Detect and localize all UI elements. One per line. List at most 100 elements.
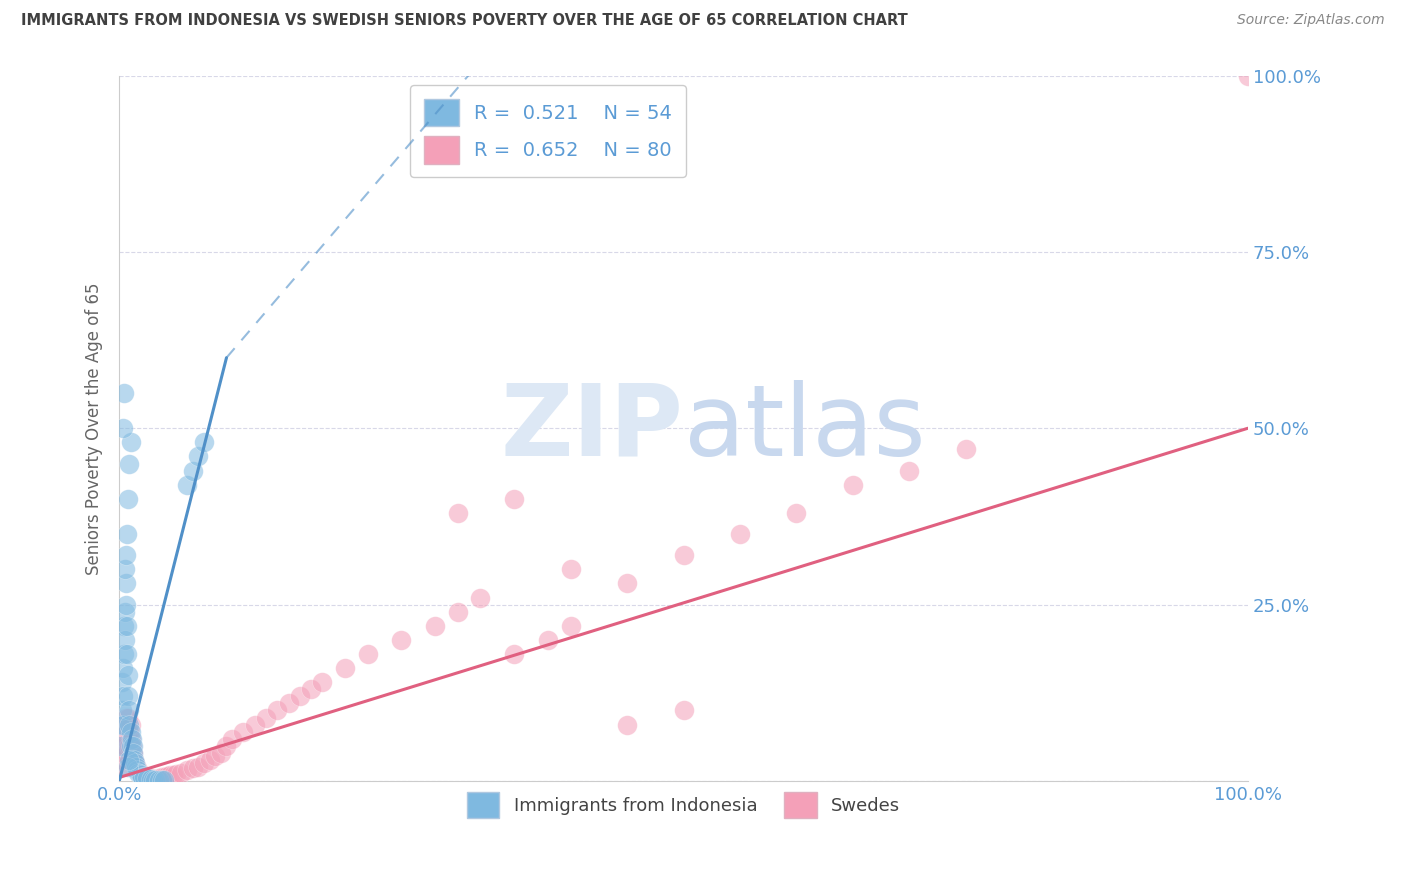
Point <box>120 739 142 753</box>
Point <box>193 435 215 450</box>
Point <box>198 753 221 767</box>
Point <box>209 746 232 760</box>
Point <box>145 772 167 787</box>
Point <box>470 591 492 605</box>
Text: IMMIGRANTS FROM INDONESIA VS SWEDISH SENIORS POVERTY OVER THE AGE OF 65 CORRELAT: IMMIGRANTS FROM INDONESIA VS SWEDISH SEN… <box>21 13 908 29</box>
Point <box>955 442 977 457</box>
Point <box>118 724 141 739</box>
Point <box>447 605 470 619</box>
Point <box>124 756 146 771</box>
Point <box>115 731 138 746</box>
Point <box>148 773 170 788</box>
Point <box>111 746 134 760</box>
Point <box>120 717 142 731</box>
Point <box>131 768 153 782</box>
Point <box>118 703 141 717</box>
Point <box>121 739 143 753</box>
Point <box>128 765 150 780</box>
Point <box>193 756 215 771</box>
Point <box>125 760 148 774</box>
Point <box>503 647 526 661</box>
Point <box>898 464 921 478</box>
Point <box>204 749 226 764</box>
Point <box>266 703 288 717</box>
Point <box>560 619 582 633</box>
Point <box>277 697 299 711</box>
Point <box>111 739 134 753</box>
Point <box>129 767 152 781</box>
Point <box>129 768 152 782</box>
Point <box>299 682 322 697</box>
Point <box>112 724 135 739</box>
Point <box>114 605 136 619</box>
Point <box>142 772 165 786</box>
Point <box>148 771 170 785</box>
Point <box>311 675 333 690</box>
Point <box>142 772 165 787</box>
Point <box>115 724 138 739</box>
Point <box>187 760 209 774</box>
Point <box>672 703 695 717</box>
Point <box>153 770 176 784</box>
Point <box>115 576 138 591</box>
Point <box>122 753 145 767</box>
Point <box>139 771 162 785</box>
Point <box>111 690 134 704</box>
Point <box>117 491 139 506</box>
Point <box>122 753 145 767</box>
Point <box>114 562 136 576</box>
Point <box>728 527 751 541</box>
Point <box>153 773 176 788</box>
Point <box>117 710 139 724</box>
Point <box>187 450 209 464</box>
Point <box>842 477 865 491</box>
Point <box>112 619 135 633</box>
Point <box>110 717 132 731</box>
Point <box>118 717 141 731</box>
Text: atlas: atlas <box>683 380 925 476</box>
Point <box>117 760 139 774</box>
Point <box>110 753 132 767</box>
Point <box>115 598 138 612</box>
Point <box>117 690 139 704</box>
Point <box>785 506 807 520</box>
Point <box>356 647 378 661</box>
Point <box>391 632 413 647</box>
Point <box>115 710 138 724</box>
Point <box>117 731 139 746</box>
Point <box>111 717 134 731</box>
Point <box>170 765 193 780</box>
Point <box>672 548 695 562</box>
Point <box>243 717 266 731</box>
Point <box>1237 69 1260 83</box>
Point <box>145 772 167 786</box>
Point <box>215 739 238 753</box>
Point <box>114 717 136 731</box>
Point <box>127 764 149 778</box>
Point <box>120 435 142 450</box>
Point <box>333 661 356 675</box>
Point <box>181 761 204 775</box>
Text: ZIP: ZIP <box>501 380 683 476</box>
Point <box>120 724 142 739</box>
Point <box>121 746 143 760</box>
Point <box>118 739 141 753</box>
Point <box>503 491 526 506</box>
Point <box>616 717 638 731</box>
Point <box>136 771 159 785</box>
Point <box>115 527 138 541</box>
Point <box>121 739 143 753</box>
Point <box>127 764 149 778</box>
Point <box>110 703 132 717</box>
Point <box>115 717 138 731</box>
Point <box>128 767 150 781</box>
Point <box>221 731 243 746</box>
Point <box>176 764 198 778</box>
Point <box>110 675 132 690</box>
Text: Source: ZipAtlas.com: Source: ZipAtlas.com <box>1237 13 1385 28</box>
Point <box>425 619 447 633</box>
Point <box>121 746 143 760</box>
Point <box>156 769 179 783</box>
Point <box>111 421 134 435</box>
Legend: Immigrants from Indonesia, Swedes: Immigrants from Indonesia, Swedes <box>460 785 908 825</box>
